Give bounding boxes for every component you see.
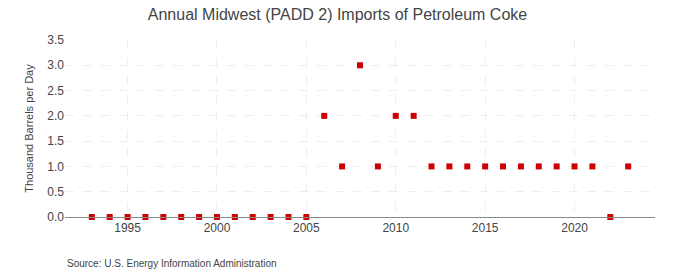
- svg-text:Source: U.S. Energy Informatio: Source: U.S. Energy Information Administ…: [67, 258, 277, 269]
- svg-text:2.5: 2.5: [47, 84, 64, 98]
- svg-text:1995: 1995: [114, 221, 141, 235]
- svg-text:Annual Midwest (PADD 2) Import: Annual Midwest (PADD 2) Imports of Petro…: [148, 6, 528, 23]
- svg-text:Thousand Barrels per Day: Thousand Barrels per Day: [23, 64, 35, 193]
- svg-text:2000: 2000: [204, 221, 231, 235]
- svg-text:3.5: 3.5: [47, 33, 64, 47]
- svg-text:1.0: 1.0: [47, 160, 64, 174]
- svg-text:1.5: 1.5: [47, 134, 64, 148]
- svg-text:2020: 2020: [561, 221, 588, 235]
- svg-text:2010: 2010: [382, 221, 409, 235]
- svg-text:2005: 2005: [293, 221, 320, 235]
- svg-text:2.0: 2.0: [47, 109, 64, 123]
- svg-text:2015: 2015: [472, 221, 499, 235]
- svg-text:0.5: 0.5: [47, 185, 64, 199]
- svg-text:3.0: 3.0: [47, 58, 64, 72]
- svg-text:0.0: 0.0: [47, 210, 64, 224]
